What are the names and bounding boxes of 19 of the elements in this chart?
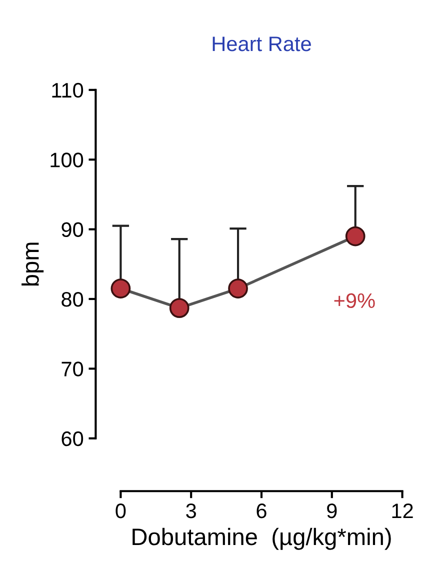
point	[228, 278, 248, 298]
y-tick-label: 70	[62, 362, 84, 376]
x-tick-label: 9	[327, 503, 337, 518]
y-tick-label: 60	[62, 431, 84, 446]
x-tick-label: 6	[256, 503, 266, 518]
annotation: +9%	[334, 293, 375, 308]
point	[169, 298, 190, 318]
point	[345, 226, 366, 246]
y-tick-label: 100	[50, 152, 84, 168]
chart-title: Heart Rate	[212, 36, 311, 52]
y-tick-label: 110	[52, 82, 84, 98]
x-tick-label: 12	[392, 503, 413, 518]
point	[110, 278, 131, 298]
y-tick-label: 80	[62, 292, 84, 307]
y-axis-title: bpm	[22, 242, 44, 286]
x-axis-title: Dobutamine (µg/kg*min)	[132, 528, 391, 550]
x-tick-label: 0	[116, 503, 126, 518]
y-tick-label: 90	[62, 222, 84, 238]
x-tick-label: 3	[186, 503, 196, 518]
